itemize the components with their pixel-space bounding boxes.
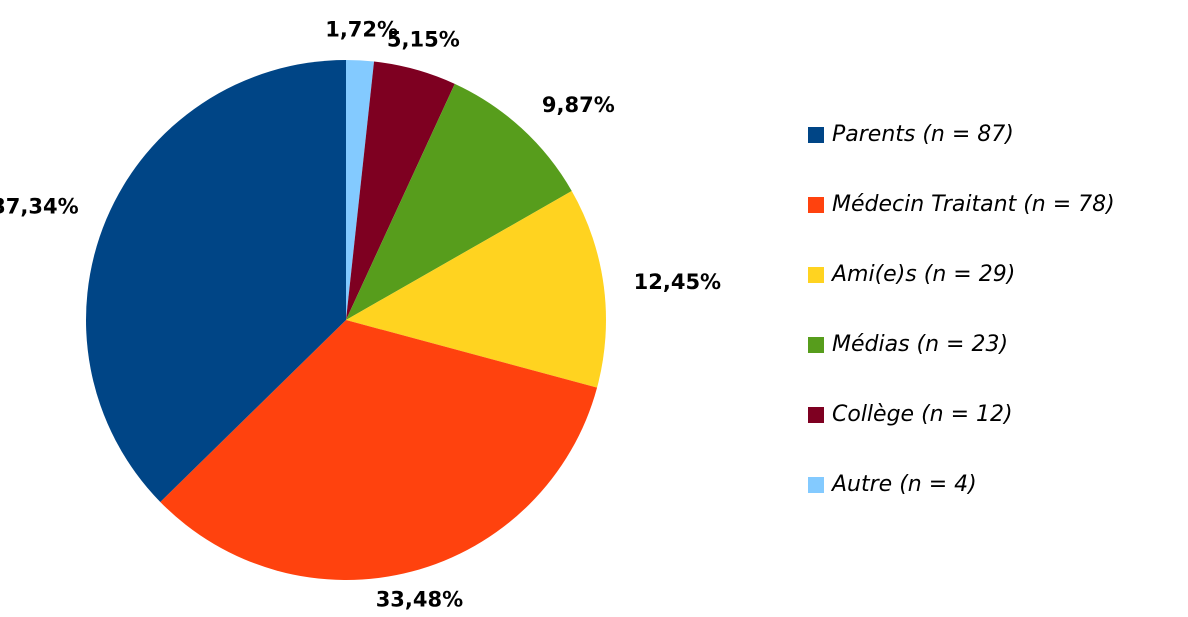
legend-label: Ami(e)s (n = 29) [830,262,1015,287]
pie-slice [346,83,572,320]
value-label: 9,87% [542,93,615,117]
legend-swatch [808,407,824,423]
legend-label: Médecin Traitant (n = 78) [832,192,1115,217]
legend-swatch [808,197,824,213]
legend-label: Médias (n = 23) [832,332,1008,357]
legend-label: Parents (n = 87) [832,122,1014,147]
pie-slice [86,60,347,502]
legend-swatch [808,477,824,493]
value-label: 37,34% [0,195,79,219]
value-label: 12,45% [634,270,721,294]
pie-slice [160,320,598,580]
legend-label: Autre (n = 4) [830,472,977,497]
legend-swatch [808,267,824,283]
value-label: 1,72% [325,17,398,41]
legend-swatch [808,337,824,353]
pie-slice [346,60,375,320]
pie-slice [346,191,606,388]
value-label: 33,48% [376,588,463,612]
pie-slice [346,61,455,320]
legend-label: Collège (n = 12) [832,402,1013,427]
value-label: 5,15% [387,27,460,51]
legend-swatch [808,127,824,143]
